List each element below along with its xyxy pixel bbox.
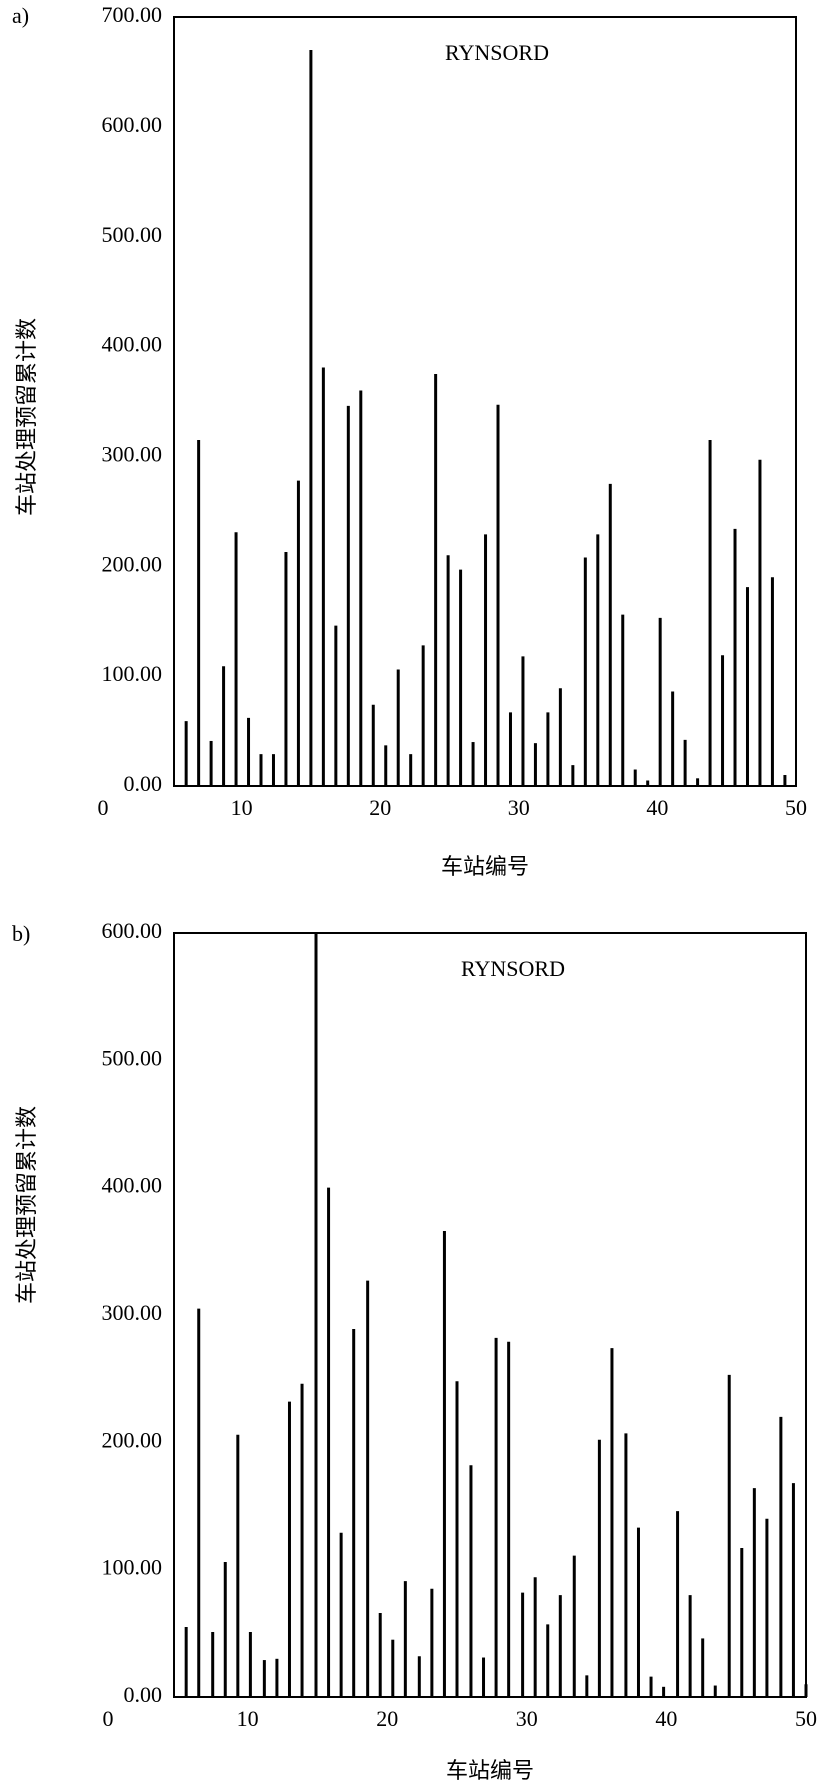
y-tick-label: 100.00 bbox=[102, 1555, 163, 1580]
y-tick-label: 400.00 bbox=[102, 332, 163, 357]
chart-title: RYNSORD bbox=[461, 956, 565, 981]
y-tick-label: 200.00 bbox=[102, 551, 163, 576]
x-tick-label: 40 bbox=[655, 1706, 677, 1731]
x-tick-label: 40 bbox=[646, 795, 668, 820]
y-tick-label: 0.00 bbox=[124, 771, 163, 796]
y-tick-label: 500.00 bbox=[102, 1045, 163, 1070]
y-tick-label: 600.00 bbox=[102, 112, 163, 137]
x-tick-label: 10 bbox=[231, 795, 253, 820]
y-axis-title: 车站处理预留累计数 bbox=[15, 318, 40, 516]
x-tick-label: 10 bbox=[237, 1706, 259, 1731]
chart-title: RYNSORD bbox=[445, 40, 549, 65]
panel-label: a) bbox=[12, 3, 29, 28]
x-tick-label: 0 bbox=[98, 795, 109, 820]
y-tick-label: 0.00 bbox=[124, 1682, 163, 1707]
y-tick-label: 400.00 bbox=[102, 1173, 163, 1198]
x-tick-label: 30 bbox=[508, 795, 530, 820]
y-tick-label: 300.00 bbox=[102, 441, 163, 466]
x-tick-label: 30 bbox=[516, 1706, 538, 1731]
panel-label: b) bbox=[12, 921, 30, 946]
plot-frame bbox=[173, 932, 807, 1698]
y-tick-label: 700.00 bbox=[102, 2, 163, 27]
y-tick-label: 300.00 bbox=[102, 1300, 163, 1325]
x-tick-label: 0 bbox=[103, 1706, 114, 1731]
y-tick-label: 500.00 bbox=[102, 222, 163, 247]
x-axis-title: 车站编号 bbox=[441, 855, 529, 880]
x-tick-label: 50 bbox=[785, 795, 807, 820]
x-tick-label: 50 bbox=[795, 1706, 817, 1731]
x-tick-label: 20 bbox=[376, 1706, 398, 1731]
y-tick-label: 200.00 bbox=[102, 1427, 163, 1452]
y-tick-label: 600.00 bbox=[102, 918, 163, 943]
y-tick-label: 100.00 bbox=[102, 661, 163, 686]
y-axis-title: 车站处理预留累计数 bbox=[15, 1106, 40, 1304]
x-tick-label: 20 bbox=[369, 795, 391, 820]
x-axis-title: 车站编号 bbox=[446, 1759, 534, 1784]
